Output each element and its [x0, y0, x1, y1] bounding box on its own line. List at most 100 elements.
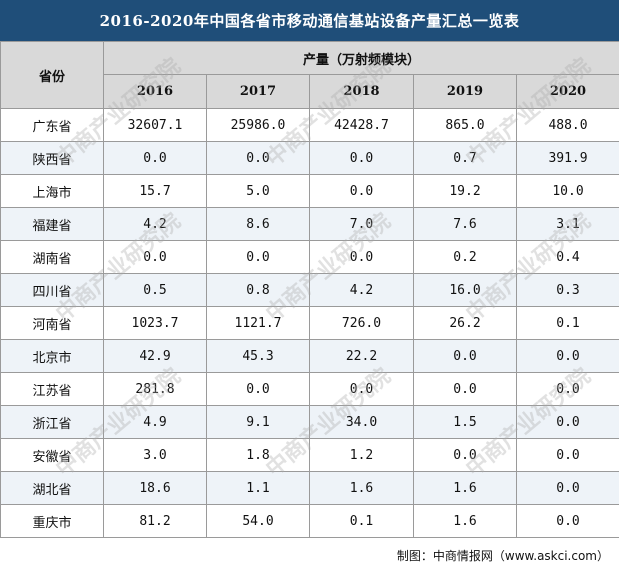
value-cell: 4.2	[103, 207, 207, 241]
value-cell: 32607.1	[103, 108, 207, 142]
header-year-2019: 2019	[413, 74, 517, 109]
table-row: 广东省 32607.1 25986.0 42428.7 865.0 488.0	[0, 108, 619, 142]
value-cell: 81.2	[103, 504, 207, 538]
value-cell: 0.0	[206, 240, 310, 274]
header-year-2018: 2018	[309, 74, 414, 109]
header-year-2017: 2017	[206, 74, 310, 109]
value-cell: 0.0	[515, 372, 619, 406]
province-cell: 北京市	[0, 339, 104, 373]
value-cell: 0.2	[413, 240, 517, 274]
value-cell: 0.0	[515, 504, 619, 538]
value-cell: 54.0	[206, 504, 310, 538]
table-title: 2016-2020年中国各省市移动通信基站设备产量汇总一览表	[0, 0, 619, 41]
value-cell: 1.6	[413, 471, 517, 505]
value-cell: 42.9	[103, 339, 207, 373]
table-row: 陕西省 0.0 0.0 0.0 0.7 391.9	[0, 141, 619, 175]
table-row: 江苏省 281.8 0.0 0.0 0.0 0.0	[0, 372, 619, 406]
value-cell: 488.0	[515, 108, 619, 142]
value-cell: 726.0	[309, 306, 414, 340]
value-cell: 3.1	[515, 207, 619, 241]
value-cell: 1.1	[206, 471, 310, 505]
province-cell: 四川省	[0, 273, 104, 307]
value-cell: 0.0	[309, 141, 414, 175]
value-cell: 0.0	[206, 141, 310, 175]
value-cell: 0.0	[309, 372, 414, 406]
value-cell: 0.7	[413, 141, 517, 175]
value-cell: 1023.7	[103, 306, 207, 340]
value-cell: 26.2	[413, 306, 517, 340]
header-unit: 产量（万射频模块）	[102, 41, 619, 75]
value-cell: 25986.0	[206, 108, 310, 142]
value-cell: 0.4	[515, 240, 619, 274]
value-cell: 0.0	[515, 405, 619, 439]
value-cell: 5.0	[206, 174, 310, 208]
table-body: 广东省 32607.1 25986.0 42428.7 865.0 488.0 陕西省 0.0…	[0, 108, 619, 538]
table-row: 北京市 42.9 45.3 22.2 0.0 0.0	[0, 339, 619, 373]
value-cell: 15.7	[103, 174, 207, 208]
value-cell: 865.0	[413, 108, 517, 142]
value-cell: 0.0	[515, 339, 619, 373]
table-row: 湖北省 18.6 1.1 1.6 1.6 0.0	[0, 471, 619, 505]
value-cell: 1.8	[206, 438, 310, 472]
table-row: 浙江省 4.9 9.1 34.0 1.5 0.0	[0, 405, 619, 439]
province-cell: 上海市	[0, 174, 104, 208]
province-cell: 陕西省	[0, 141, 104, 175]
province-cell: 福建省	[0, 207, 104, 241]
value-cell: 0.0	[103, 240, 207, 274]
value-cell: 4.9	[103, 405, 207, 439]
value-cell: 4.2	[309, 273, 414, 307]
province-cell: 河南省	[0, 306, 104, 340]
province-cell: 重庆市	[0, 504, 104, 538]
value-cell: 8.6	[206, 207, 310, 241]
value-cell: 0.8	[206, 273, 310, 307]
value-cell: 1.5	[413, 405, 517, 439]
value-cell: 0.0	[309, 174, 414, 208]
production-table: 省份 产量（万射频模块） 2016 2017 2018 2019 2020 广东…	[0, 41, 619, 538]
source-credit: 制图：中商情报网（www.askci.com）	[396, 548, 609, 563]
value-cell: 19.2	[413, 174, 517, 208]
province-cell: 安徽省	[0, 438, 104, 472]
province-cell: 浙江省	[0, 405, 104, 439]
value-cell: 0.0	[309, 240, 414, 274]
value-cell: 22.2	[309, 339, 414, 373]
table-row: 四川省 0.5 0.8 4.2 16.0 0.3	[0, 273, 619, 307]
table-row: 福建省 4.2 8.6 7.0 7.6 3.1	[0, 207, 619, 241]
province-cell: 江苏省	[0, 372, 104, 406]
table-row: 湖南省 0.0 0.0 0.0 0.2 0.4	[0, 240, 619, 274]
province-cell: 湖南省	[0, 240, 104, 274]
header-year-2020: 2020	[515, 74, 619, 109]
value-cell: 3.0	[103, 438, 207, 472]
value-cell: 0.1	[515, 306, 619, 340]
value-cell: 1.6	[413, 504, 517, 538]
value-cell: 0.0	[515, 438, 619, 472]
value-cell: 0.0	[515, 471, 619, 505]
value-cell: 10.0	[515, 174, 619, 208]
value-cell: 1.6	[309, 471, 414, 505]
value-cell: 45.3	[206, 339, 310, 373]
value-cell: 7.0	[309, 207, 414, 241]
value-cell: 42428.7	[309, 108, 414, 142]
value-cell: 0.0	[103, 141, 207, 175]
value-cell: 0.0	[413, 339, 517, 373]
table-row: 上海市 15.7 5.0 0.0 19.2 10.0	[0, 174, 619, 208]
value-cell: 1.2	[309, 438, 414, 472]
value-cell: 1121.7	[206, 306, 310, 340]
value-cell: 0.1	[309, 504, 414, 538]
value-cell: 0.3	[515, 273, 619, 307]
value-cell: 0.0	[206, 372, 310, 406]
value-cell: 7.6	[413, 207, 517, 241]
value-cell: 391.9	[515, 141, 619, 175]
value-cell: 281.8	[103, 372, 207, 406]
table-row: 河南省 1023.7 1121.7 726.0 26.2 0.1	[0, 306, 619, 340]
province-cell: 广东省	[0, 108, 104, 142]
value-cell: 9.1	[206, 405, 310, 439]
table-row: 安徽省 3.0 1.8 1.2 0.0 0.0	[0, 438, 619, 472]
header-year-2016: 2016	[103, 74, 207, 109]
value-cell: 34.0	[309, 405, 414, 439]
province-cell: 湖北省	[0, 471, 104, 505]
value-cell: 18.6	[103, 471, 207, 505]
value-cell: 0.0	[413, 372, 517, 406]
value-cell: 0.0	[413, 438, 517, 472]
table-row: 重庆市 81.2 54.0 0.1 1.6 0.0	[0, 504, 619, 538]
